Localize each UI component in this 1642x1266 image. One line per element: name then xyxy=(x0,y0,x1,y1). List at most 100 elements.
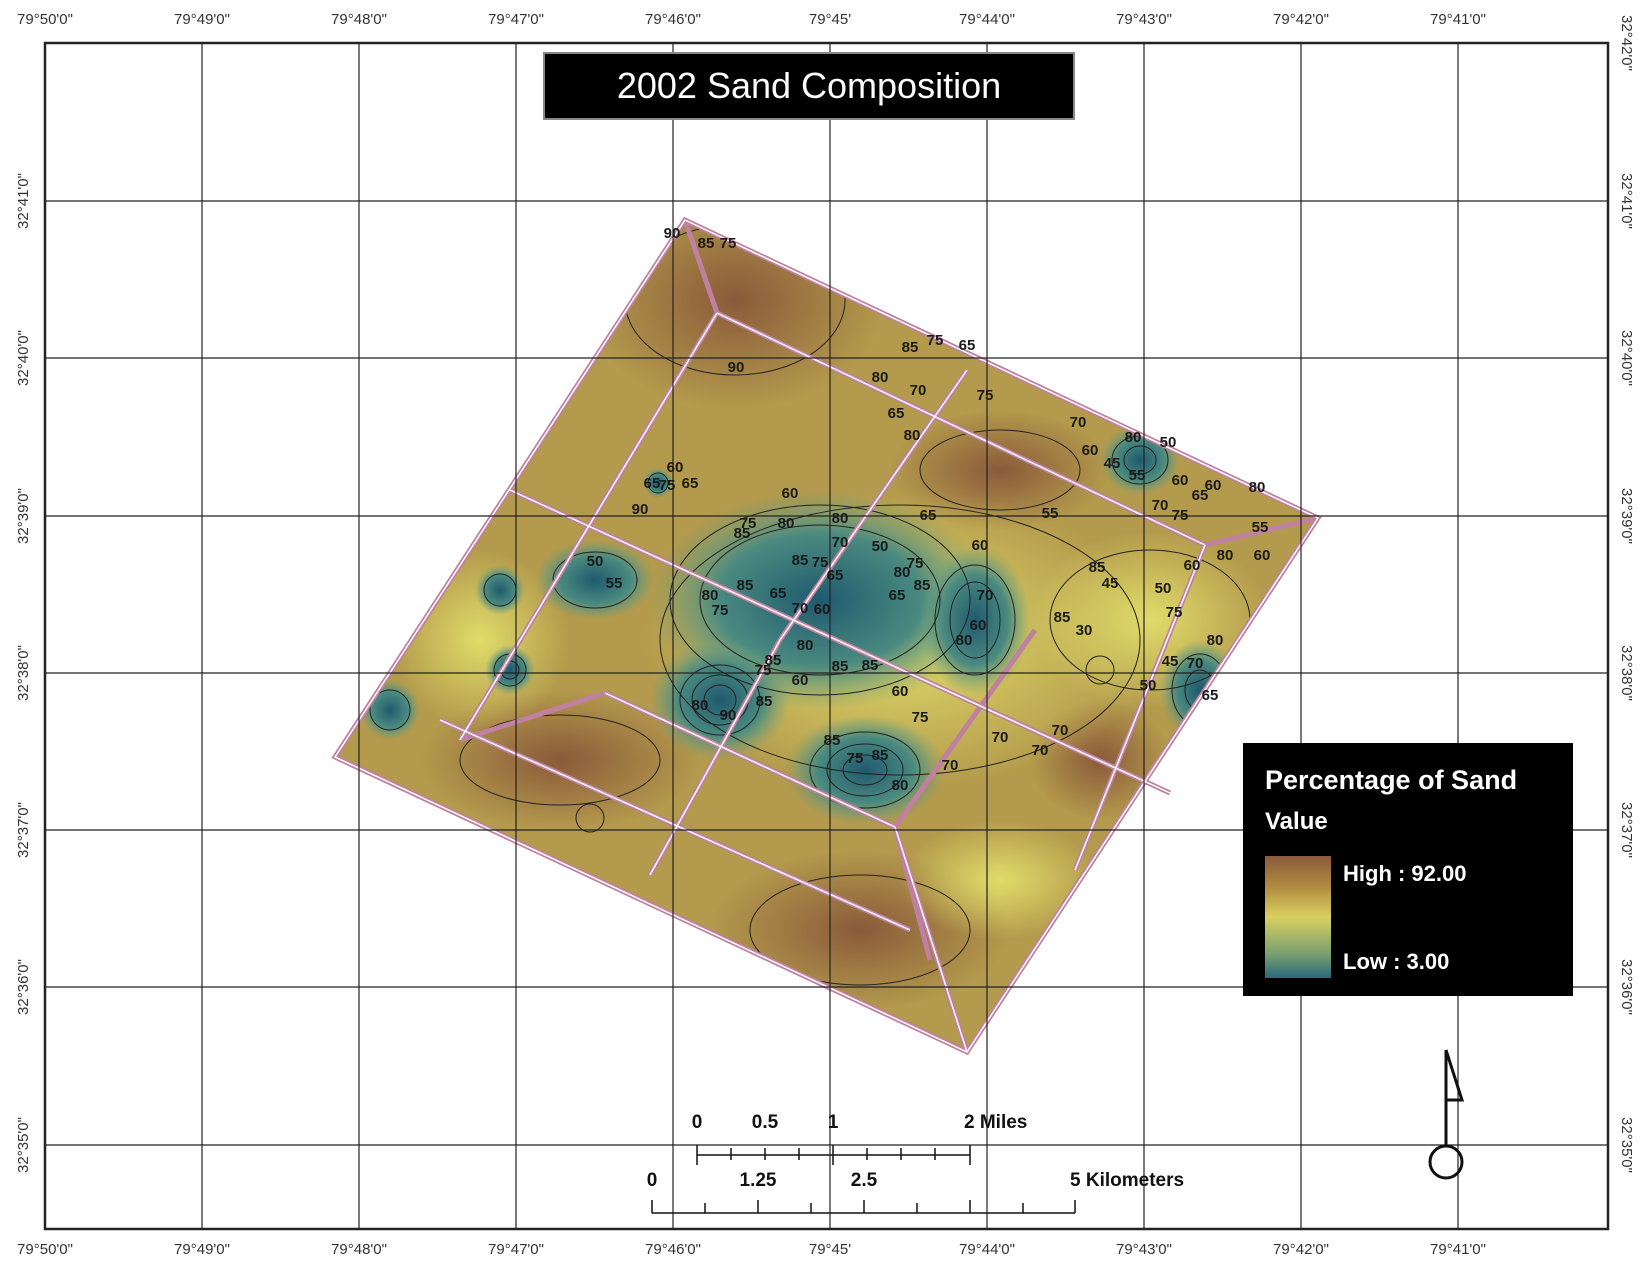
contour-label: 60 xyxy=(1082,442,1099,459)
contour-label: 50 xyxy=(1160,434,1177,451)
contour-label: 55 xyxy=(1042,505,1059,522)
contour-label: 85 xyxy=(902,339,919,356)
contour-label: 80 xyxy=(1207,632,1224,649)
contour-label: 70 xyxy=(1152,497,1169,514)
lon-tick-label: 79°47'0" xyxy=(488,1241,544,1258)
contour-label: 60 xyxy=(792,672,809,689)
contour-label: 85 xyxy=(824,732,841,749)
contour-label: 65 xyxy=(644,475,661,492)
lon-tick-label: 79°45' xyxy=(809,11,851,28)
lon-tick-label: 79°47'0" xyxy=(488,11,544,28)
lat-tick-label: 32°39'0" xyxy=(1618,488,1635,544)
scale-km-label: 5 Kilometers xyxy=(1070,1170,1184,1191)
contour-label: 75 xyxy=(912,709,929,726)
contour-label: 65 xyxy=(888,405,905,422)
contour-label: 55 xyxy=(606,575,623,592)
lon-tick-label: 79°42'0" xyxy=(1273,11,1329,28)
contour-label: 75 xyxy=(977,387,994,404)
lat-tick-label: 32°36'0" xyxy=(15,959,32,1015)
contour-label: 45 xyxy=(1104,455,1121,472)
contour-label: 65 xyxy=(682,475,699,492)
contour-label: 70 xyxy=(1187,655,1204,672)
latitude-labels-left: 32°41'0" 32°40'0" 32°39'0" 32°38'0" 32°3… xyxy=(15,173,32,1173)
contour-label: 80 xyxy=(904,427,921,444)
contour-label: 65 xyxy=(959,337,976,354)
scale-bar-labels: 0 0.5 1 2 Miles 0 1.25 2.5 5 Kilometers xyxy=(647,1112,1184,1191)
lon-tick-label: 79°41'0" xyxy=(1430,11,1486,28)
contour-label: 75 xyxy=(847,750,864,767)
contour-label: 65 xyxy=(770,585,787,602)
contour-label: 85 xyxy=(862,657,879,674)
contour-label: 60 xyxy=(1254,547,1271,564)
scale-km-label: 2.5 xyxy=(851,1170,878,1191)
longitude-labels-bottom: 79°50'0" 79°49'0" 79°48'0" 79°47'0" 79°4… xyxy=(17,1241,1486,1258)
contour-label: 75 xyxy=(907,555,924,572)
lat-tick-label: 32°41'0" xyxy=(1618,173,1635,229)
contour-label: 70 xyxy=(832,534,849,551)
scale-miles-label: 2 Miles xyxy=(964,1112,1027,1133)
contour-label: 90 xyxy=(720,707,737,724)
lon-tick-label: 79°50'0" xyxy=(17,1241,73,1258)
contour-label: 85 xyxy=(1089,559,1106,576)
contour-label: 60 xyxy=(1184,557,1201,574)
contour-label: 85 xyxy=(832,658,849,675)
north-arrow-icon xyxy=(1428,1049,1465,1180)
contour-label: 80 xyxy=(1249,479,1266,496)
contour-label: 80 xyxy=(832,510,849,527)
lat-tick-label: 32°36'0" xyxy=(1618,959,1635,1015)
contour-label: 50 xyxy=(872,538,889,555)
legend-subtitle: Value xyxy=(1265,808,1328,835)
map-title-box: 2002 Sand Composition xyxy=(543,52,1075,120)
legend-title: Percentage of Sand xyxy=(1265,765,1518,795)
contour-label: 60 xyxy=(970,617,987,634)
contour-label: 70 xyxy=(942,757,959,774)
contour-label: 55 xyxy=(1252,519,1269,536)
contour-label: 50 xyxy=(587,553,604,570)
contour-label: 85 xyxy=(737,577,754,594)
legend-high-label: High : 92.00 xyxy=(1343,861,1467,886)
lat-tick-label: 32°40'0" xyxy=(1618,330,1635,386)
contour-label: 80 xyxy=(702,587,719,604)
legend-low-label: Low : 3.00 xyxy=(1343,949,1450,974)
contour-label: 80 xyxy=(872,369,889,386)
scale-km-label: 0 xyxy=(647,1170,658,1191)
contour-label: 75 xyxy=(1172,507,1189,524)
lat-tick-label: 32°37'0" xyxy=(15,802,32,858)
lat-tick-label: 32°41'0" xyxy=(15,173,32,229)
contour-label: 80 xyxy=(892,777,909,794)
contour-label: 80 xyxy=(1125,429,1142,446)
lon-tick-label: 79°43'0" xyxy=(1116,1241,1172,1258)
contour-label: 75 xyxy=(1166,604,1183,621)
contour-label: 60 xyxy=(667,459,684,476)
legend: Percentage of Sand Value High : 92.00 Lo… xyxy=(1243,743,1573,996)
contour-label: 65 xyxy=(889,587,906,604)
contour-label: 80 xyxy=(894,564,911,581)
lon-tick-label: 79°50'0" xyxy=(17,11,73,28)
contour-label: 70 xyxy=(992,729,1009,746)
contour-label: 70 xyxy=(977,587,994,604)
contour-label: 75 xyxy=(720,235,737,252)
graticule xyxy=(43,41,1610,1231)
contour-label: 75 xyxy=(755,662,772,679)
lon-tick-label: 79°48'0" xyxy=(331,11,387,28)
contour-label: 90 xyxy=(632,501,649,518)
legend-color-ramp xyxy=(1265,856,1331,978)
lon-tick-label: 79°49'0" xyxy=(174,1241,230,1258)
scale-km-label: 1.25 xyxy=(740,1170,777,1191)
latitude-labels-right: 32°42'0" 32°41'0" 32°40'0" 32°39'0" 32°3… xyxy=(1618,15,1635,1173)
contour-label: 85 xyxy=(914,577,931,594)
lon-tick-label: 79°48'0" xyxy=(331,1241,387,1258)
contour-label: 60 xyxy=(972,537,989,554)
contour-label: 90 xyxy=(664,225,681,242)
contour-label: 85 xyxy=(734,525,751,542)
lon-tick-label: 79°49'0" xyxy=(174,11,230,28)
lat-tick-label: 32°42'0" xyxy=(1618,15,1635,71)
contour-label: 60 xyxy=(814,601,831,618)
lon-tick-label: 79°44'0" xyxy=(959,1241,1015,1258)
scale-miles-label: 1 xyxy=(828,1112,839,1133)
lat-tick-label: 32°35'0" xyxy=(15,1117,32,1173)
lon-tick-label: 79°43'0" xyxy=(1116,11,1172,28)
contour-label: 80 xyxy=(956,632,973,649)
lat-tick-label: 32°38'0" xyxy=(1618,645,1635,701)
contour-label: 85 xyxy=(765,652,782,669)
